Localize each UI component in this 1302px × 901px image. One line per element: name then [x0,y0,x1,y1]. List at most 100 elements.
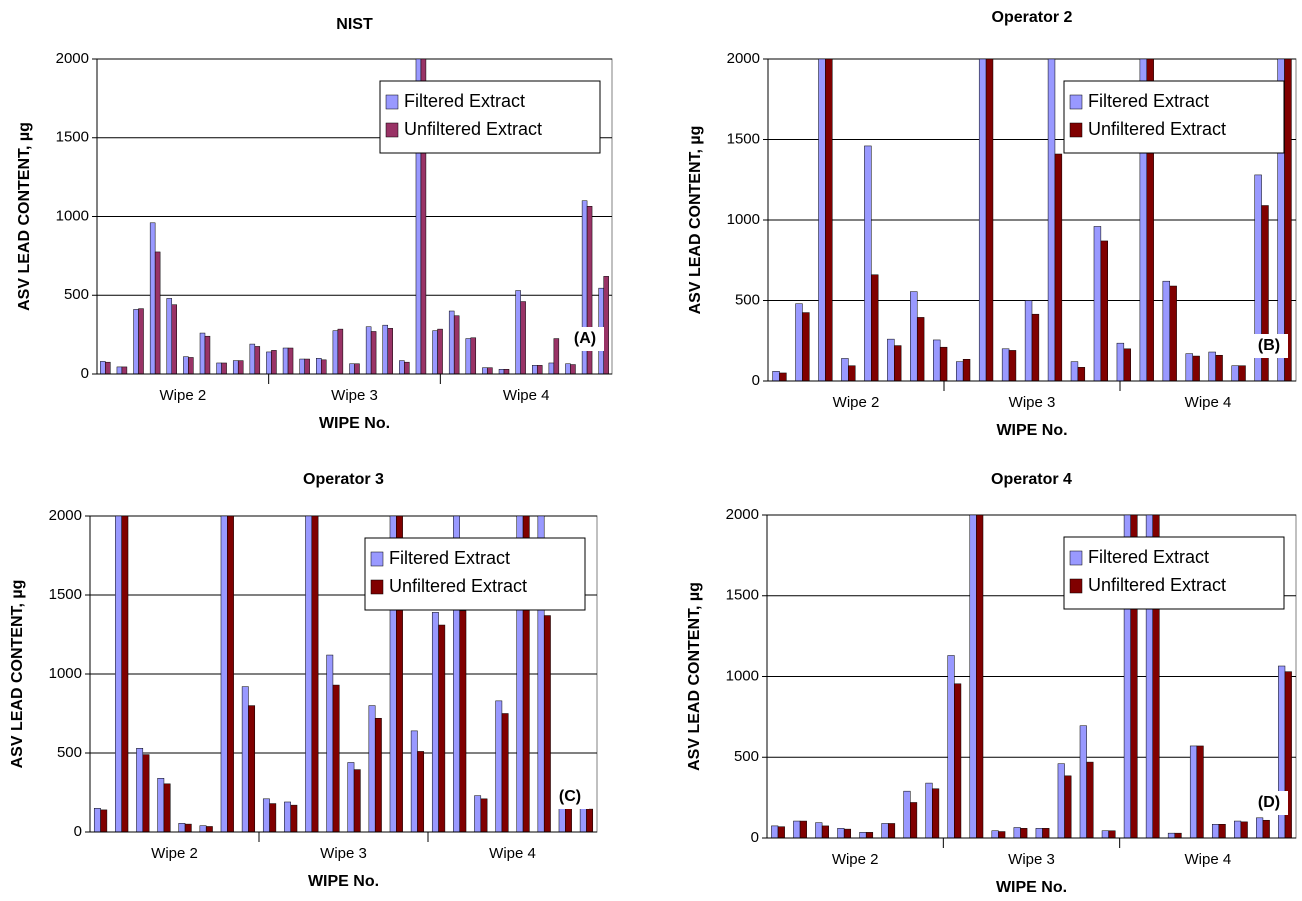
legend-swatch [370,551,384,567]
bar [515,290,521,375]
legend-label: Filtered Extract [404,91,525,111]
bar [495,700,503,833]
bar [985,58,994,382]
bar [910,802,918,839]
bar [399,360,405,375]
y-tick-label: 1500 [56,129,89,146]
bar [1234,820,1242,839]
x-group-label: Wipe 2 [833,394,880,411]
y-tick-label: 500 [735,291,760,308]
bar [453,315,460,375]
x-axis-label: WIPE No. [996,879,1067,896]
x-group-label: Wipe 3 [320,845,367,862]
bar [105,361,111,375]
bar [370,331,377,375]
bar [1256,817,1264,839]
legend-swatch [1069,550,1083,566]
bar [1013,827,1021,839]
bar [553,338,560,375]
bar [520,301,526,375]
x-axis-label: WIPE No. [308,873,379,890]
legend-box [364,537,586,611]
bar [565,804,572,833]
bar [570,364,576,375]
panel: 0 500 1000 1500 2000 Wipe 2 Wipe 3 Wipe 4 Operat… [687,9,1297,439]
bar [815,822,823,839]
bar [304,358,310,375]
bar [1070,361,1079,382]
bar [865,832,874,839]
bar [347,762,355,833]
legend-swatch [1069,94,1083,110]
x-group-label: Wipe 2 [159,387,206,404]
bar [100,809,108,833]
bar [437,328,443,375]
bar [1008,350,1017,382]
bar [248,705,256,833]
bar [249,343,256,375]
x-group-label: Wipe 3 [1008,851,1055,868]
bar [404,361,410,375]
bar [133,309,139,375]
bar [881,823,889,839]
annotation: (B) [1258,337,1280,354]
bar [1100,240,1109,382]
bar [1079,725,1087,839]
bar [149,222,156,375]
y-tick-label: 2000 [726,506,759,523]
bar [474,795,482,833]
legend-swatch [385,122,399,138]
bar [1238,365,1246,382]
bar [232,360,239,375]
bar [1262,819,1270,839]
bar [204,335,211,375]
bar [1208,351,1216,382]
bar [199,332,206,375]
bar [1077,367,1086,382]
bar [254,346,261,375]
bar [470,337,477,375]
bar [1031,313,1040,382]
annotation-bg [1250,791,1288,815]
bar [171,304,177,375]
bar [1174,832,1182,839]
bar [448,310,455,375]
y-axis-label: ASV LEAD CONTENT, µg [16,122,33,311]
y-tick-label: 2000 [56,50,89,67]
y-tick-label: 1500 [726,587,759,604]
bar [1101,830,1109,839]
chart-title: Operator 3 [303,471,384,488]
bar [903,790,911,839]
legend-swatch [1069,578,1083,594]
bar [188,357,194,375]
bar [586,808,594,833]
bar [925,782,933,839]
bar [998,831,1006,839]
x-group-label: Wipe 2 [832,851,879,868]
bar [482,367,488,375]
bar [779,372,787,382]
bar [1093,226,1102,382]
bar [1211,824,1220,839]
bar [205,826,213,833]
annotation: (C) [559,788,581,805]
bar [848,365,856,382]
legend-label: Filtered Extract [389,548,510,568]
bar [1042,828,1050,839]
legend-label: Unfiltered Extract [1088,119,1226,139]
bar [933,339,941,382]
bar [821,825,829,839]
bar [287,347,294,375]
bar [932,788,940,839]
legend-box [379,80,601,154]
bar [871,274,879,382]
bar [837,828,845,839]
bar [498,369,505,375]
bar [536,365,543,375]
bar [894,345,902,382]
bar [1167,832,1176,839]
annotation: (D) [1258,794,1280,811]
bar [121,515,129,833]
bar [887,823,896,839]
bar [374,717,382,833]
